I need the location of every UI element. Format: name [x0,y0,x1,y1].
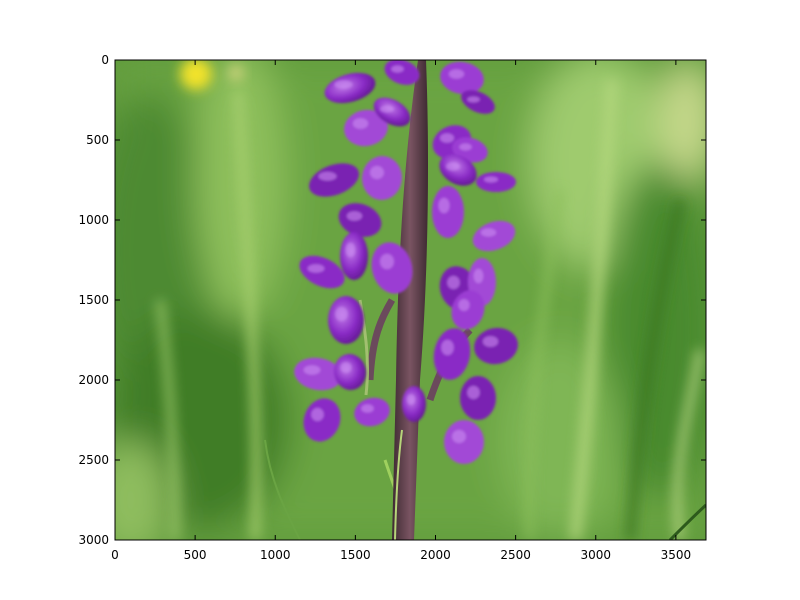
orchid-floret [440,61,484,95]
orchid-floret [294,357,342,391]
floret-highlight [307,264,325,273]
grass-blades [155,79,704,540]
y-axis: 0 500 1000 1500 2000 2500 3000 [78,53,706,547]
y-tick-label: 500 [86,133,109,147]
floret-highlight [452,429,466,444]
floret-highlight [352,118,369,129]
floret-highlight [334,80,353,89]
orchid-floret [354,397,390,427]
floret-highlight [447,275,460,290]
orchid-floret [324,72,376,104]
foreground-grass-blade [264,439,301,540]
floret-highlight [448,69,465,79]
orchid-floret [361,156,403,200]
floret-highlight [406,394,416,405]
orchid-floret [451,290,485,330]
orchid-floret [373,97,411,127]
floret-highlight [318,171,337,181]
photo-image [115,60,706,540]
floret-highlight [345,242,356,258]
orchid-floret [303,398,341,442]
y-tick-label: 2000 [78,373,109,387]
x-tick-label: 2000 [420,548,451,562]
floret-highlight [303,365,321,375]
floret-highlight [391,65,404,73]
orchid-stem [392,60,428,540]
orchid-floret [333,354,367,390]
floret-highlight [380,105,394,113]
floret-highlight [467,385,480,400]
orchid-floret [444,420,484,464]
x-tick-label: 1000 [260,548,291,562]
floret-highlight [361,404,374,413]
orchid-floret [340,232,368,280]
orchid-floret [338,203,382,237]
orchid-floret [439,154,477,186]
orchid-floret [309,163,359,197]
floret-highlight [340,362,352,373]
orchid-floret [461,90,495,114]
floret-highlight [446,162,460,171]
orchid-floret [344,109,388,147]
floret-highlight [380,253,394,270]
orchid-floret [472,220,516,252]
x-tick-label: 500 [184,548,207,562]
orchid-floret [328,296,364,344]
y-tick-label: 1000 [78,213,109,227]
orchid-floret [432,186,464,238]
floret-highlight [482,336,499,347]
orchid-florets [294,60,518,464]
floret-highlight [480,228,497,237]
x-tick-label: 2500 [500,548,531,562]
x-axis: 0 500 1000 1500 2000 2500 3000 3500 [111,60,691,562]
y-tick-label: 3000 [78,533,109,547]
orchid-flower [294,60,518,540]
x-tick-label: 1500 [340,548,371,562]
floret-highlight [441,339,454,356]
orchid-floret [474,327,518,365]
x-tick-label: 0 [111,548,119,562]
orchid-floret [299,255,345,289]
orchid-floret [460,376,496,420]
x-tick-label: 3500 [661,548,692,562]
orchid-floret [371,242,413,294]
orchid-floret [402,386,426,422]
orchid-floret [384,60,420,85]
floret-highlight [335,306,348,322]
floret-highlight [346,211,363,221]
y-tick-label: 0 [101,53,109,67]
floret-highlight [473,268,484,284]
floret-highlight [370,165,384,180]
floret-highlight [311,407,324,422]
y-tick-label: 1500 [78,293,109,307]
floret-highlight [467,96,480,103]
x-tick-label: 3000 [580,548,611,562]
floret-highlight [458,299,470,311]
floret-highlight [484,176,498,183]
orchid-floret [433,328,471,380]
y-tick-label: 2500 [78,453,109,467]
floret-highlight [438,197,450,214]
yellow-flower [180,60,212,90]
orchid-floret [476,172,516,192]
floret-highlight [440,133,454,143]
floret-highlight [459,143,472,151]
